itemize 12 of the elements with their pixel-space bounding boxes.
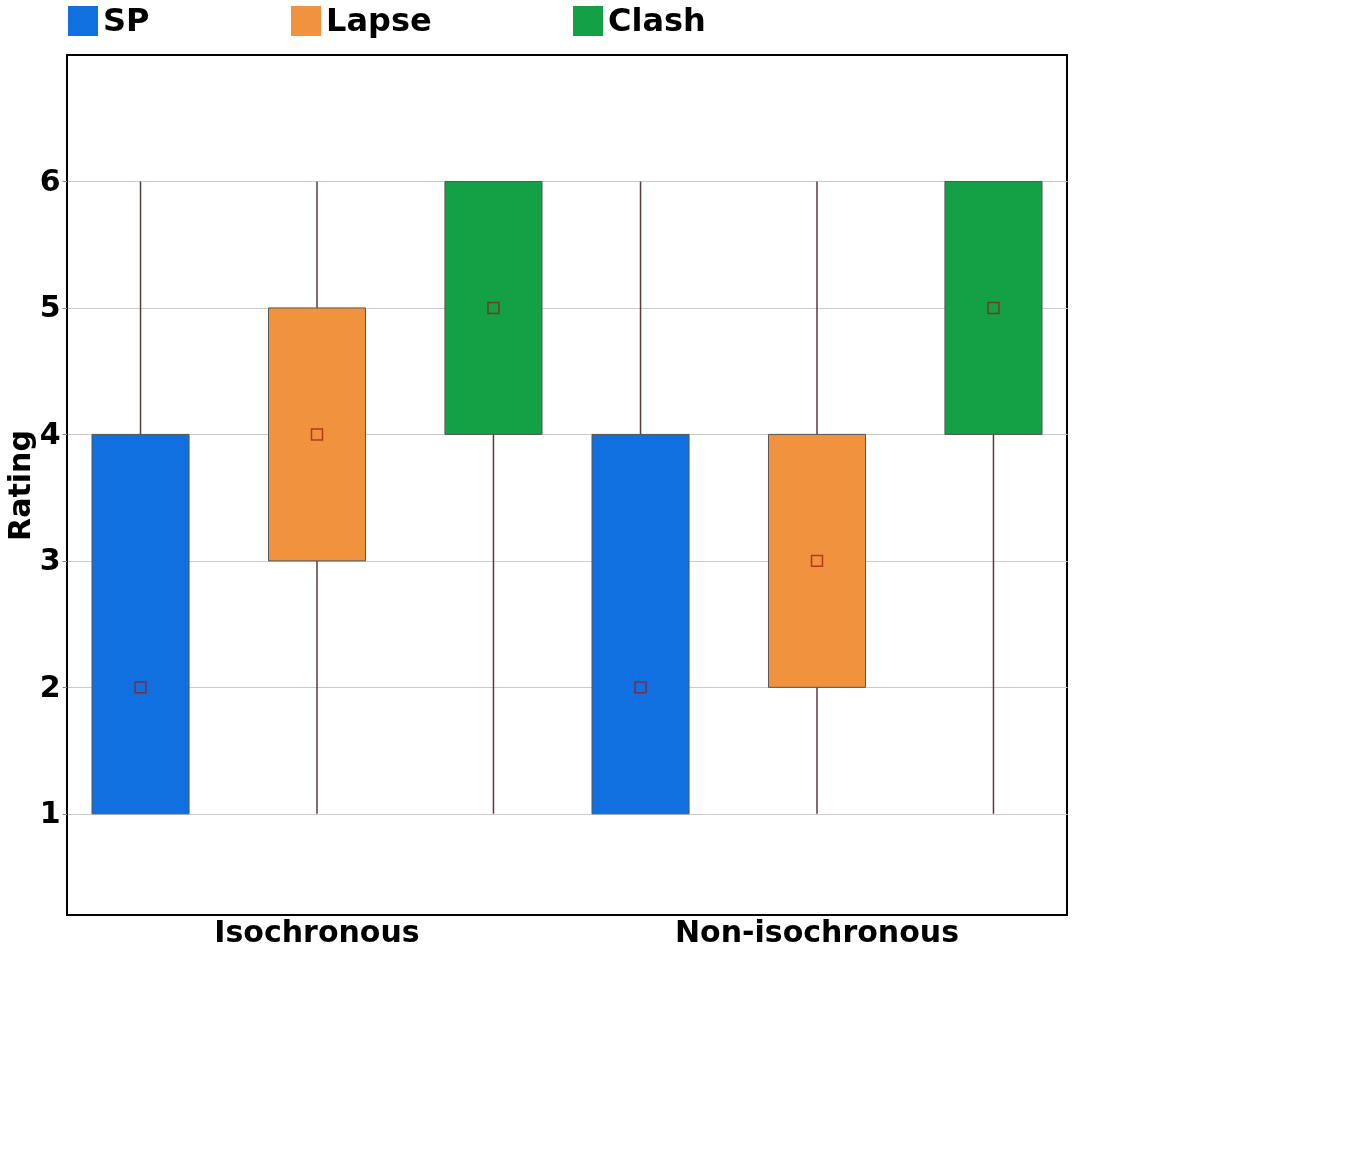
y-tick-label: 5 (39, 289, 61, 325)
x-tick-label: Isochronous (214, 913, 420, 949)
y-tick-label: 2 (39, 668, 61, 704)
y-tick-label: 1 (39, 795, 61, 831)
y-tick-label: 6 (39, 162, 61, 198)
legend-label: Lapse (326, 1, 432, 39)
y-axis-title: Rating (1, 430, 37, 541)
legend-label: SP (103, 1, 150, 39)
y-tick-label: 3 (39, 542, 61, 578)
legend-label: Clash (608, 1, 706, 39)
x-tick-label: Non-isochronous (674, 913, 960, 949)
y-tick-label: 4 (39, 415, 61, 451)
